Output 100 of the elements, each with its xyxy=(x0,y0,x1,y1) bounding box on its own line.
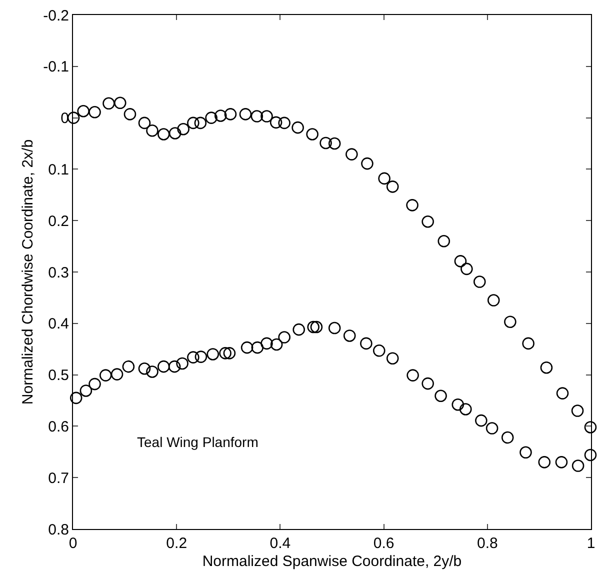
point xyxy=(176,357,188,370)
point xyxy=(114,96,126,110)
point xyxy=(214,110,227,122)
y-tick-label: -0.2 xyxy=(43,7,69,24)
point xyxy=(473,276,486,288)
y-tick-label: 0.2 xyxy=(48,212,69,230)
point xyxy=(224,108,237,120)
y-axis-title: Normalized Chordwise Coordinate, 2x/b xyxy=(19,139,36,405)
point xyxy=(540,361,553,374)
point xyxy=(187,351,200,364)
point xyxy=(522,337,534,350)
point xyxy=(146,366,158,378)
point xyxy=(422,377,434,390)
y-tick-label: 0.4 xyxy=(48,316,69,333)
point xyxy=(346,148,358,160)
point xyxy=(360,337,372,350)
point xyxy=(239,108,252,120)
point xyxy=(438,235,450,248)
y-tick-label: 0.5 xyxy=(48,367,69,384)
point xyxy=(158,128,170,140)
point xyxy=(572,460,584,472)
point xyxy=(251,341,264,354)
point xyxy=(328,137,341,150)
point xyxy=(278,116,290,130)
point xyxy=(343,330,356,342)
point xyxy=(158,360,170,373)
x-tick-label: 0.8 xyxy=(476,535,498,552)
point xyxy=(452,398,464,411)
point xyxy=(67,112,80,124)
y-tick-label: 0.8 xyxy=(48,521,69,538)
annotation: Teal Wing Planform xyxy=(137,434,258,450)
point xyxy=(270,338,283,351)
point xyxy=(386,180,399,193)
point xyxy=(538,456,551,468)
point xyxy=(501,431,514,444)
point xyxy=(520,446,532,459)
point xyxy=(292,323,305,336)
point xyxy=(250,110,264,122)
point xyxy=(310,320,323,334)
point xyxy=(260,337,273,350)
point xyxy=(278,331,290,344)
x-tick-label: 0.6 xyxy=(373,535,394,552)
point xyxy=(460,262,473,276)
point xyxy=(459,403,472,416)
point xyxy=(124,108,136,120)
point xyxy=(146,124,158,137)
point xyxy=(328,322,341,334)
y-tick-label: 0.6 xyxy=(48,418,69,436)
point xyxy=(223,347,236,360)
point xyxy=(320,136,332,150)
point xyxy=(434,390,447,402)
point xyxy=(372,344,386,357)
point xyxy=(454,255,467,268)
point xyxy=(487,294,500,306)
point xyxy=(584,448,597,462)
point xyxy=(168,127,182,140)
point xyxy=(260,110,273,122)
point xyxy=(240,341,254,354)
point xyxy=(306,128,318,140)
point xyxy=(88,106,101,118)
point xyxy=(77,104,90,118)
point xyxy=(219,347,232,360)
point xyxy=(556,387,569,400)
x-tick-label: 0.4 xyxy=(270,535,291,552)
point xyxy=(122,360,135,373)
point xyxy=(386,352,399,364)
point xyxy=(194,350,208,363)
point xyxy=(70,392,82,404)
x-tick-label: 1 xyxy=(586,535,596,552)
point xyxy=(110,368,124,380)
point xyxy=(205,112,218,124)
point xyxy=(88,378,101,390)
point xyxy=(584,421,597,434)
point xyxy=(177,122,190,136)
point xyxy=(406,369,419,382)
y-tick-label: 0.3 xyxy=(48,264,69,282)
point xyxy=(292,121,304,134)
y-tick-label: 0.7 xyxy=(48,470,69,487)
point xyxy=(475,414,488,427)
point xyxy=(361,157,374,170)
point xyxy=(378,172,390,185)
y-tick-label: 0.1 xyxy=(48,161,69,178)
point xyxy=(486,422,498,434)
point xyxy=(168,360,181,373)
point xyxy=(555,456,568,468)
point xyxy=(571,404,584,417)
point xyxy=(406,199,418,212)
point xyxy=(138,362,151,375)
y-tick-label: -0.1 xyxy=(43,58,69,76)
point xyxy=(99,369,112,382)
point xyxy=(80,384,92,397)
point xyxy=(138,116,151,130)
point xyxy=(504,316,516,328)
point xyxy=(307,320,320,334)
point xyxy=(206,348,220,360)
point xyxy=(187,116,200,130)
x-axis-title: Normalized Spanwise Coordinate, 2y/b xyxy=(202,553,462,570)
x-tick-label: 0.2 xyxy=(166,535,188,552)
point xyxy=(194,116,207,130)
point xyxy=(102,97,115,110)
